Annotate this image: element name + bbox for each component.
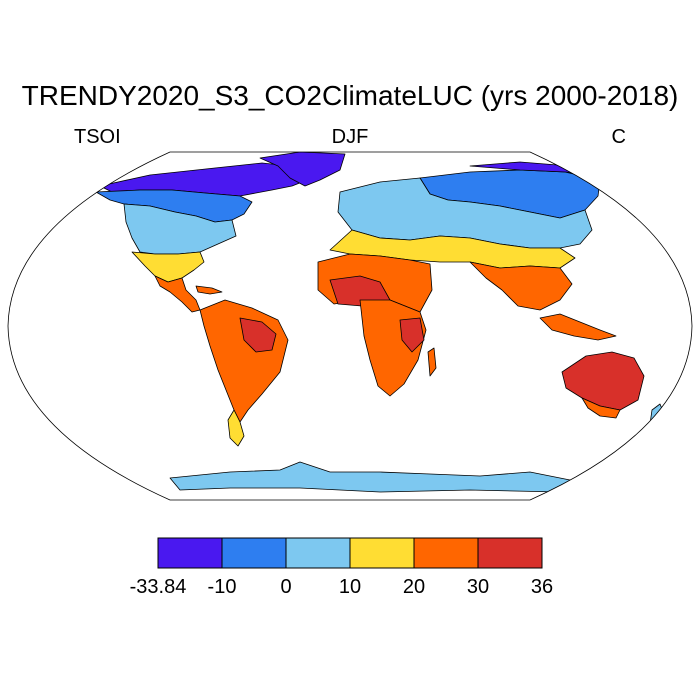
colorbar-tick-label: 36: [531, 576, 553, 598]
colorbar-bin: [157, 537, 223, 569]
colorbar-tick-label: 10: [339, 576, 361, 598]
colorbar-tick-label: 0: [280, 576, 291, 598]
colorbar-bin: [413, 537, 479, 569]
region-north-america-mild: [131, 251, 205, 283]
colorbar-tick-label: 20: [403, 576, 425, 598]
region-australia: [561, 351, 645, 411]
region-madagascar: [427, 347, 437, 377]
map-title: TRENDY2020_S3_CO2ClimateLUC (yrs 2000-20…: [21, 80, 679, 111]
region-south-asia: [469, 261, 573, 311]
region-australia-south: [581, 397, 621, 419]
colorbar-tick-label: -10: [208, 576, 237, 598]
colorbar-bin: [221, 537, 287, 569]
region-amazon-hot: [239, 317, 277, 353]
colorbar-bin: [349, 537, 415, 569]
map-outline: [7, 151, 693, 501]
variable-label: TSOI: [74, 126, 121, 148]
region-north-america-cool: [123, 203, 237, 255]
colorbar-bin: [477, 537, 543, 569]
units-label: C: [611, 126, 626, 148]
region-indonesia: [539, 313, 617, 341]
region-greenland: [259, 152, 346, 187]
colorbar-bin: [285, 537, 351, 569]
region-africa-east-hot: [399, 317, 425, 353]
region-antarctica: [169, 461, 571, 493]
region-patagonia: [227, 409, 245, 447]
colorbar-tick-labels: -33.84 -10 0 10 20 30 36: [130, 576, 553, 598]
colorbar-bins: [157, 537, 543, 569]
season-label: DJF: [331, 126, 369, 148]
region-caribbean: [195, 285, 223, 295]
colorbar-tick-label: -33.84: [130, 576, 187, 598]
colorbar-tick-label: 30: [467, 576, 489, 598]
